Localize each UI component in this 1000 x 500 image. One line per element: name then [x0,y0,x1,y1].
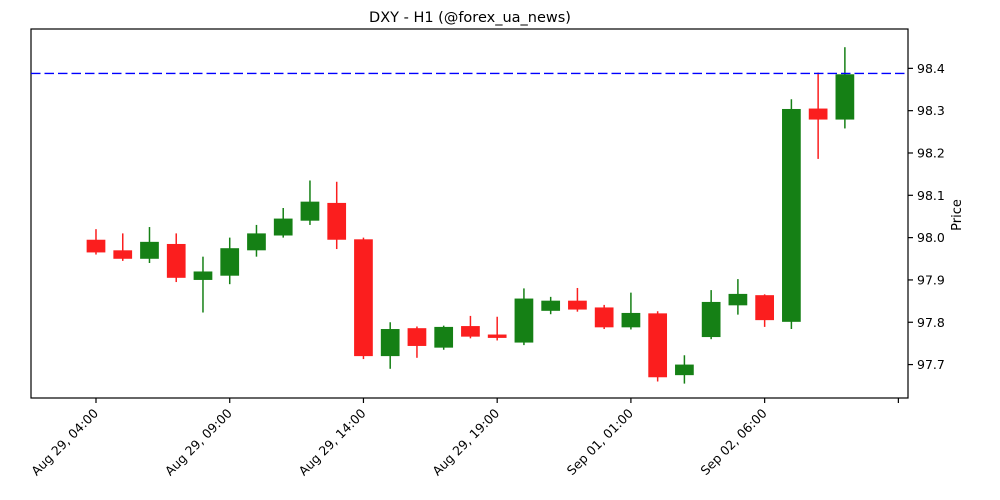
x-tick-label: Aug 29, 14:00 [296,405,369,478]
y-tick-label: 97.7 [917,357,945,372]
candle [541,296,561,315]
candle [461,315,480,339]
candle [113,233,133,261]
candle-body [354,239,373,357]
y-tick-label: 97.9 [917,272,945,287]
candle [407,326,427,358]
x-tick-label: Sep 01, 01:00 [564,405,636,477]
candle-body [220,248,240,276]
candle [701,290,721,340]
x-axis-ticks-group: Aug 29, 04:00 Aug 29, 09:00 Aug 29, 14:00 A… [28,398,899,479]
y-tick-label: 98.2 [917,145,945,160]
candle [300,180,320,225]
price-axis-label: Price [950,199,965,231]
y-tick-label: 98.3 [917,103,945,118]
candle-body [434,326,454,348]
x-tick-label: Aug 29, 19:00 [429,405,502,478]
candle-body [514,298,534,343]
candle [273,207,293,238]
candle [354,237,373,360]
candle-body [193,271,213,280]
candle [808,72,828,159]
plot-border [30,28,909,399]
y-tick-label: 98.4 [917,61,945,76]
candle [568,287,587,312]
candle [166,233,186,283]
candle-body [808,108,828,120]
candle-body [782,108,801,322]
y-tick-label: 98.1 [917,188,945,203]
candles-group [86,47,855,384]
candle-body [755,295,775,321]
candle [594,304,614,330]
candle-body [461,326,480,337]
x-tick-label: Aug 29, 09:00 [162,405,235,478]
candle-body [701,301,721,338]
candle-body [86,239,106,253]
candle [220,237,240,285]
candle-body [300,201,320,221]
x-tick-label: Sep 02, 06:00 [697,405,769,477]
candle-body [247,233,266,251]
candle [487,316,507,341]
candle-body [166,243,186,278]
candle [782,99,801,330]
candle [728,279,748,315]
candle [380,322,400,369]
candle-body [273,218,293,236]
candle-body [648,313,668,378]
candle-body [541,300,561,311]
candle-body [140,241,159,259]
candle [86,229,106,255]
candle-body [568,300,587,310]
y-axis-ticks-group: 97.7 97.8 97.9 98.0 98.1 98.2 98.3 98.4 [908,61,945,372]
candle [621,292,641,330]
candle [835,47,855,129]
candle [193,256,213,313]
candle-body [487,334,507,338]
candle-body [728,293,748,306]
candle-body [621,312,641,328]
candle-body [594,307,614,328]
x-tick-label: Aug 29, 04:00 [28,405,101,478]
candle-body [675,364,694,376]
candle [755,294,775,327]
candle [675,355,694,384]
candle [434,325,454,350]
chart-title: DXY - H1 (@forex_ua_news) [369,10,571,26]
candle [514,288,534,346]
candle [140,227,159,264]
y-tick-label: 97.8 [917,315,945,330]
candle-body [835,74,855,120]
candle-body [380,329,400,357]
y-tick-label: 98.0 [917,230,945,245]
candle [327,181,347,250]
candle [247,224,266,257]
candle [648,311,668,382]
candle-body [407,328,427,346]
candle-body [113,250,133,259]
candle-body [327,202,347,240]
